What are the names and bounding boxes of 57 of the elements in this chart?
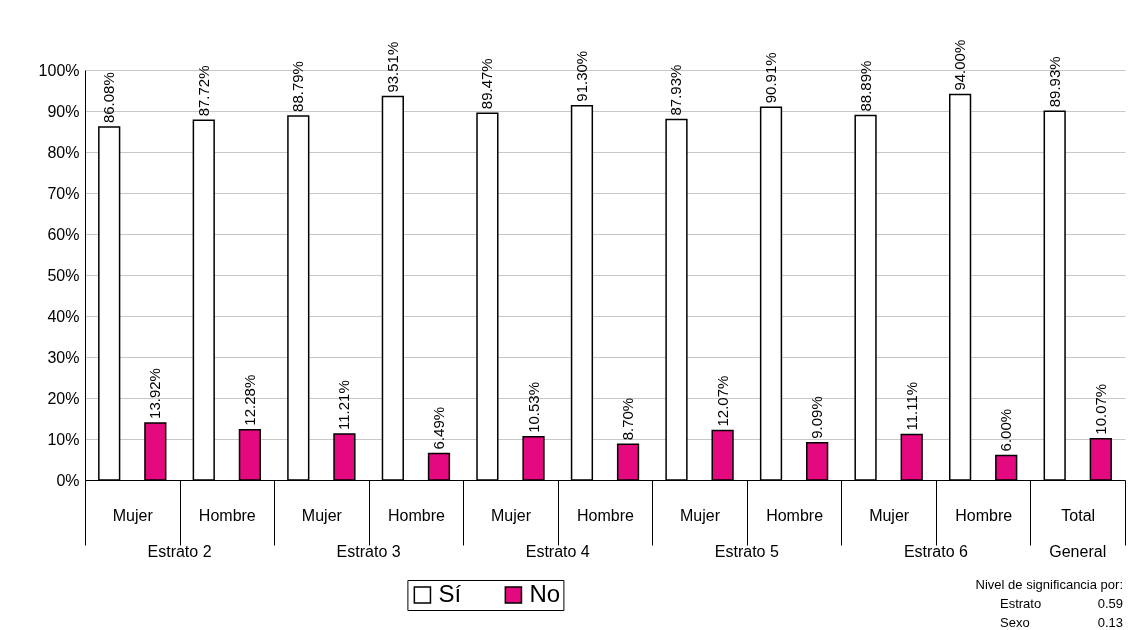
data-label: 8.70% — [619, 397, 637, 441]
text: Estrato 5 — [714, 543, 779, 560]
y-tick-label: 30% — [47, 348, 80, 366]
data-label: 87.93% — [667, 64, 685, 116]
x-tick-label: Mujer — [112, 506, 154, 524]
x-tick-label: Hombre — [387, 506, 445, 524]
x-tick-label: Mujer — [301, 506, 343, 524]
data-label: 9.09% — [808, 396, 826, 439]
y-tick-label: 80% — [47, 143, 80, 161]
data-label: 10.07% — [1091, 383, 1109, 435]
y-tick-label: 0% — [56, 471, 80, 489]
data-label: 88.79% — [289, 61, 307, 112]
data-label: 89.93% — [1045, 56, 1063, 108]
text: General — [1049, 543, 1107, 560]
x-tick-label: Mujer — [680, 506, 721, 524]
data-label: 86.08% — [100, 72, 118, 124]
text: Nivel de significancia por: — [975, 577, 1123, 592]
x-tick-label: Total — [1061, 506, 1096, 524]
x-tick-label: Hombre — [766, 506, 824, 524]
data-label: 6.49% — [429, 406, 447, 450]
data-label: 12.28% — [240, 374, 258, 426]
data-label: 91.30% — [572, 50, 590, 102]
data-label: 11.21% — [335, 380, 353, 431]
text: 0.59 — [1097, 596, 1123, 611]
text: 0.13 — [1097, 615, 1123, 630]
data-label: 12.07% — [713, 375, 731, 427]
x-tick-label: Mujer — [869, 506, 910, 524]
legend-label: No — [529, 580, 561, 607]
data-label: 11.11% — [902, 381, 920, 431]
text: Estrato 4 — [525, 543, 590, 560]
data-label: 10.53% — [524, 381, 542, 433]
x-tick-label: Mujer — [490, 506, 532, 524]
text: Estrato 2 — [147, 543, 212, 560]
legend-label: Sí — [438, 580, 462, 607]
text: Sexo — [1000, 615, 1030, 630]
data-label: 90.91% — [762, 52, 780, 104]
data-label: 88.89% — [856, 60, 874, 112]
x-tick-label: Hombre — [198, 506, 256, 524]
text: Estrato — [1000, 596, 1042, 611]
data-label: 6.00% — [997, 408, 1015, 452]
data-label: 13.92% — [146, 368, 164, 419]
text: Estrato 6 — [903, 543, 969, 560]
y-tick-label: 70% — [47, 184, 80, 202]
data-label: 87.72% — [194, 65, 212, 117]
y-tick-label: 20% — [47, 389, 80, 407]
x-tick-label: Hombre — [955, 506, 1013, 524]
y-tick-label: 50% — [47, 266, 80, 284]
y-tick-label: 100% — [38, 61, 80, 79]
data-label: 94.00% — [951, 39, 969, 91]
data-label: 89.47% — [478, 58, 496, 110]
y-tick-label: 40% — [47, 307, 80, 325]
y-tick-label: 60% — [47, 225, 80, 243]
data-label: 93.51% — [383, 41, 401, 93]
y-tick-label: 90% — [47, 102, 80, 120]
y-tick-label: 10% — [47, 430, 80, 448]
x-tick-label: Hombre — [577, 506, 635, 524]
text: Estrato 3 — [336, 543, 401, 560]
